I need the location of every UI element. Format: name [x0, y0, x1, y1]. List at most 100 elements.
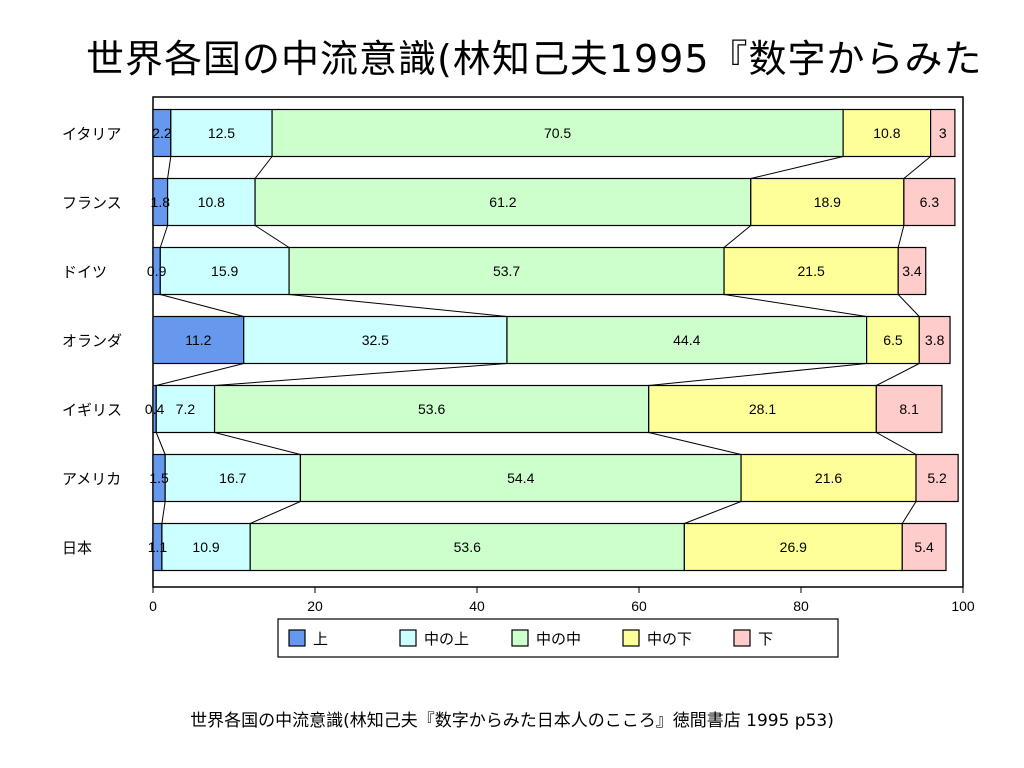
- series-line: [897, 294, 920, 317]
- bar-segment: [249, 522, 685, 572]
- x-tick-label: 60: [631, 598, 647, 614]
- data-label: 3.8: [925, 332, 945, 348]
- bar-segment: [155, 384, 216, 434]
- data-label: 15.9: [211, 263, 238, 279]
- data-label: 53.6: [454, 539, 481, 555]
- series-line: [167, 156, 172, 179]
- series-line: [254, 225, 290, 248]
- data-label: 54.4: [507, 470, 534, 486]
- bar-segment: [299, 453, 742, 503]
- series-line: [161, 501, 166, 524]
- category-label: イギリス: [62, 401, 122, 419]
- legend-swatch: [399, 629, 417, 647]
- data-label: 61.2: [489, 194, 516, 210]
- bar-segment: [648, 384, 877, 434]
- legend-label: 中の中: [536, 630, 581, 648]
- data-label: 3: [939, 125, 947, 141]
- bar-segment: [243, 315, 508, 365]
- data-label: 1.1: [148, 539, 168, 555]
- category-label: オランダ: [62, 332, 122, 350]
- bar-segment: [929, 108, 956, 158]
- series-line: [155, 432, 166, 455]
- series-line: [254, 156, 273, 179]
- bar-segment: [254, 177, 752, 227]
- series-line: [160, 294, 244, 317]
- data-label: 10.8: [198, 194, 225, 210]
- legend-label: 中の下: [647, 630, 692, 648]
- bar-segment: [842, 108, 932, 158]
- data-label: 1.5: [149, 470, 169, 486]
- category-label: ドイツ: [62, 263, 107, 281]
- data-label: 8.1: [899, 401, 919, 417]
- bar-segment: [918, 315, 951, 365]
- slide-caption: 世界各国の中流意識(林知己夫『数字からみた日本人のこころ』徳間書店 1995 p…: [190, 711, 834, 731]
- series-line: [648, 363, 867, 386]
- bar-segment: [683, 522, 903, 572]
- bar-segment: [166, 177, 256, 227]
- data-label: 70.5: [544, 125, 571, 141]
- series-line: [897, 225, 905, 248]
- x-tick-label: 80: [793, 598, 809, 614]
- category-label: フランス: [62, 194, 122, 212]
- data-label: 10.8: [873, 125, 900, 141]
- data-label: 6.3: [920, 194, 940, 210]
- data-label: 32.5: [362, 332, 389, 348]
- bar-segment: [740, 453, 917, 503]
- data-label: 5.4: [914, 539, 934, 555]
- series-line: [723, 225, 752, 248]
- title-area: 世界各国の中流意識(林知己夫1995『数字からみた: [0, 20, 1024, 90]
- data-label: 44.4: [673, 332, 700, 348]
- legend-label: 下: [758, 630, 773, 648]
- legend-swatch: [511, 629, 529, 647]
- category-label: 日本: [62, 539, 92, 557]
- data-label: 21.6: [815, 470, 842, 486]
- series-line: [876, 363, 920, 386]
- series-line: [684, 501, 742, 524]
- data-label: 53.7: [493, 263, 520, 279]
- series-line: [648, 432, 742, 455]
- bar-segment: [152, 315, 245, 365]
- data-label: 5.2: [927, 470, 947, 486]
- series-line: [750, 156, 844, 179]
- legend-label: 中の上: [424, 630, 469, 648]
- data-label: 53.6: [418, 401, 445, 417]
- data-label: 18.9: [814, 194, 841, 210]
- bar-segment: [875, 384, 943, 434]
- bar-segment: [159, 246, 290, 296]
- slide-title: 世界各国の中流意識(林知己夫1995『数字からみた: [86, 37, 983, 81]
- data-label: 16.7: [219, 470, 246, 486]
- series-line: [876, 432, 917, 455]
- legend-swatch: [288, 629, 306, 647]
- bar-segment: [161, 522, 251, 572]
- x-tick-label: 100: [951, 598, 975, 614]
- series-line: [159, 225, 169, 248]
- series-line: [249, 501, 301, 524]
- category-label: イタリア: [62, 125, 121, 143]
- x-tick-label: 40: [469, 598, 485, 614]
- legend-swatch: [733, 629, 751, 647]
- bar-segment: [897, 246, 927, 296]
- bar-segment: [164, 453, 302, 503]
- category-label: アメリカ: [62, 470, 121, 488]
- bar-segment: [213, 384, 650, 434]
- x-tick-label: 0: [149, 598, 157, 614]
- data-label: 0.9: [147, 263, 167, 279]
- bar-segment: [901, 522, 947, 572]
- series-line: [901, 501, 917, 524]
- data-label: 0.4: [145, 401, 165, 417]
- legend-swatch: [622, 629, 640, 647]
- x-tick-label: 20: [307, 598, 323, 614]
- data-label: 3.4: [902, 263, 922, 279]
- series-line: [214, 432, 301, 455]
- bar-segment: [288, 246, 725, 296]
- chart: 2.2 12.5 70.5 10.8 3 1.8 10.8 61.2 18.9 6.3 0.9 15.…: [62, 96, 975, 658]
- data-label: 21.5: [798, 263, 825, 279]
- data-label: 10.9: [192, 539, 219, 555]
- data-label: 11.2: [185, 332, 211, 348]
- data-label: 2.2: [152, 125, 172, 141]
- series-line: [289, 294, 508, 317]
- data-label: 28.1: [749, 401, 776, 417]
- data-label: 7.2: [176, 401, 196, 417]
- data-label: 12.5: [208, 125, 235, 141]
- data-label: 26.9: [780, 539, 807, 555]
